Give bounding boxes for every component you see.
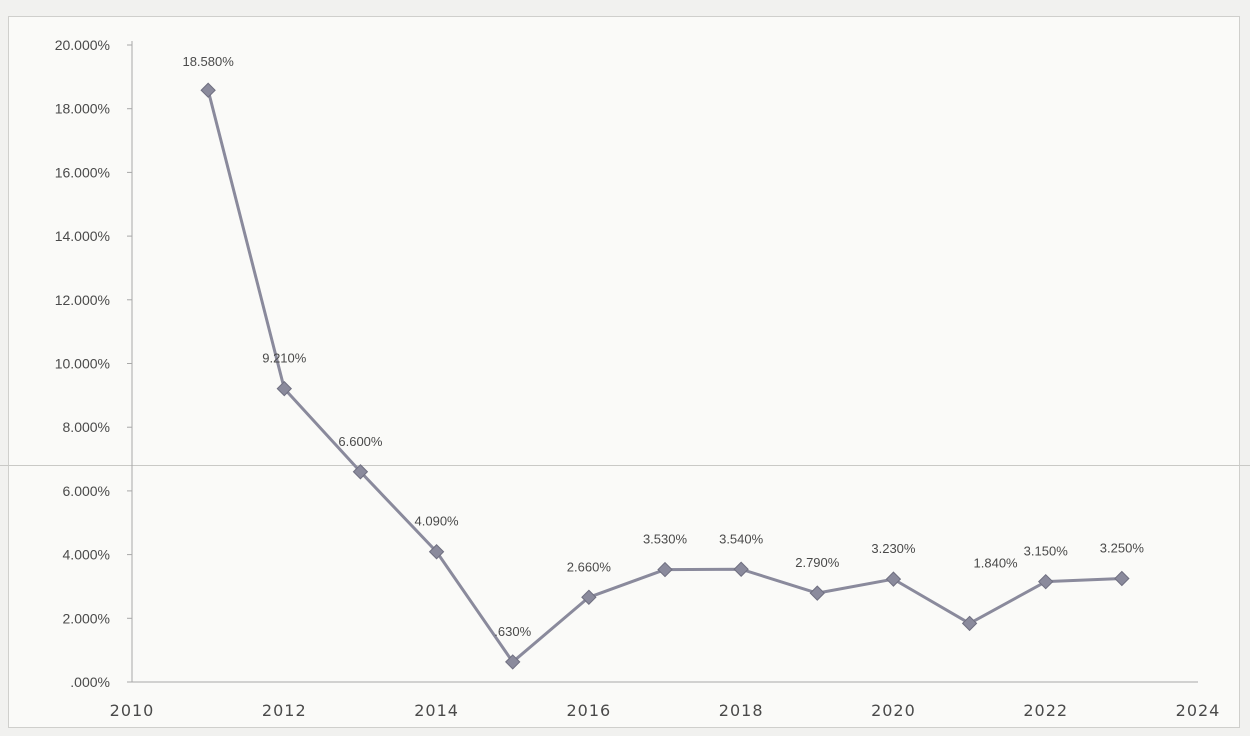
data-point-marker [733, 561, 749, 577]
data-label: 4.090% [415, 514, 460, 529]
data-point-marker [428, 544, 445, 560]
scan-line [0, 465, 1250, 466]
data-point-marker [1114, 570, 1130, 587]
x-tick-label: 2016 [566, 701, 611, 720]
x-tick-label: 2018 [719, 701, 764, 720]
data-point-marker [961, 615, 978, 632]
data-point-marker [505, 654, 521, 670]
data-label: 3.530% [643, 532, 688, 547]
y-tick-label: 2.000% [63, 610, 110, 626]
data-label: .630% [494, 624, 531, 639]
y-tick-label: 16.000% [55, 164, 110, 180]
data-point-marker [809, 585, 825, 601]
y-tick-label: 10.000% [55, 356, 110, 372]
x-tick-labels: 2010 2012 2014 2016 2018 2020 2022 2024 [110, 701, 1221, 720]
x-tick-label: 2024 [1176, 701, 1221, 720]
data-point-marker [352, 464, 369, 480]
y-tick-labels: .000% 2.000% 4.000% 6.000% 8.000% 10.000% 12.0… [55, 37, 132, 690]
y-tick-label: 12.000% [55, 292, 110, 308]
y-tick-label: 4.000% [63, 547, 110, 563]
data-label: 3.230% [871, 541, 916, 556]
data-label: 9.210% [262, 351, 307, 366]
data-label: 3.540% [719, 531, 764, 546]
series-layer [200, 82, 1130, 670]
axes [131, 41, 1198, 683]
y-tick-label: 6.000% [63, 483, 110, 499]
data-point-marker [657, 561, 673, 578]
data-label: 6.600% [338, 434, 383, 449]
data-point-marker [885, 571, 902, 587]
data-point-marker [276, 380, 292, 397]
chart-frame [8, 16, 1240, 728]
x-tick-label: 2022 [1023, 701, 1068, 720]
data-label: 18.580% [182, 54, 234, 69]
y-tick-label: 8.000% [63, 419, 110, 435]
x-tick-label: 2020 [871, 701, 916, 720]
y-tick-label: 20.000% [55, 37, 110, 53]
data-point-marker [1038, 573, 1054, 590]
data-label: 1.840% [974, 555, 1019, 570]
data-label: 3.250% [1100, 540, 1145, 555]
y-tick-label: .000% [70, 674, 110, 690]
data-label: 3.150% [1024, 544, 1069, 559]
x-tick-label: 2012 [262, 701, 307, 720]
data-label: 2.660% [567, 559, 612, 574]
y-tick-label: 14.000% [55, 228, 110, 244]
x-tick-label: 2014 [414, 701, 459, 720]
x-tick-label: 2010 [110, 701, 155, 720]
data-label: 2.790% [795, 555, 840, 570]
data-point-marker [581, 589, 597, 605]
data-labels: 18.580% 9.210% 6.600% 4.090% .630% 2.660% 3.53… [182, 54, 1144, 639]
y-tick-label: 18.000% [55, 101, 110, 117]
data-point-marker [200, 82, 216, 98]
